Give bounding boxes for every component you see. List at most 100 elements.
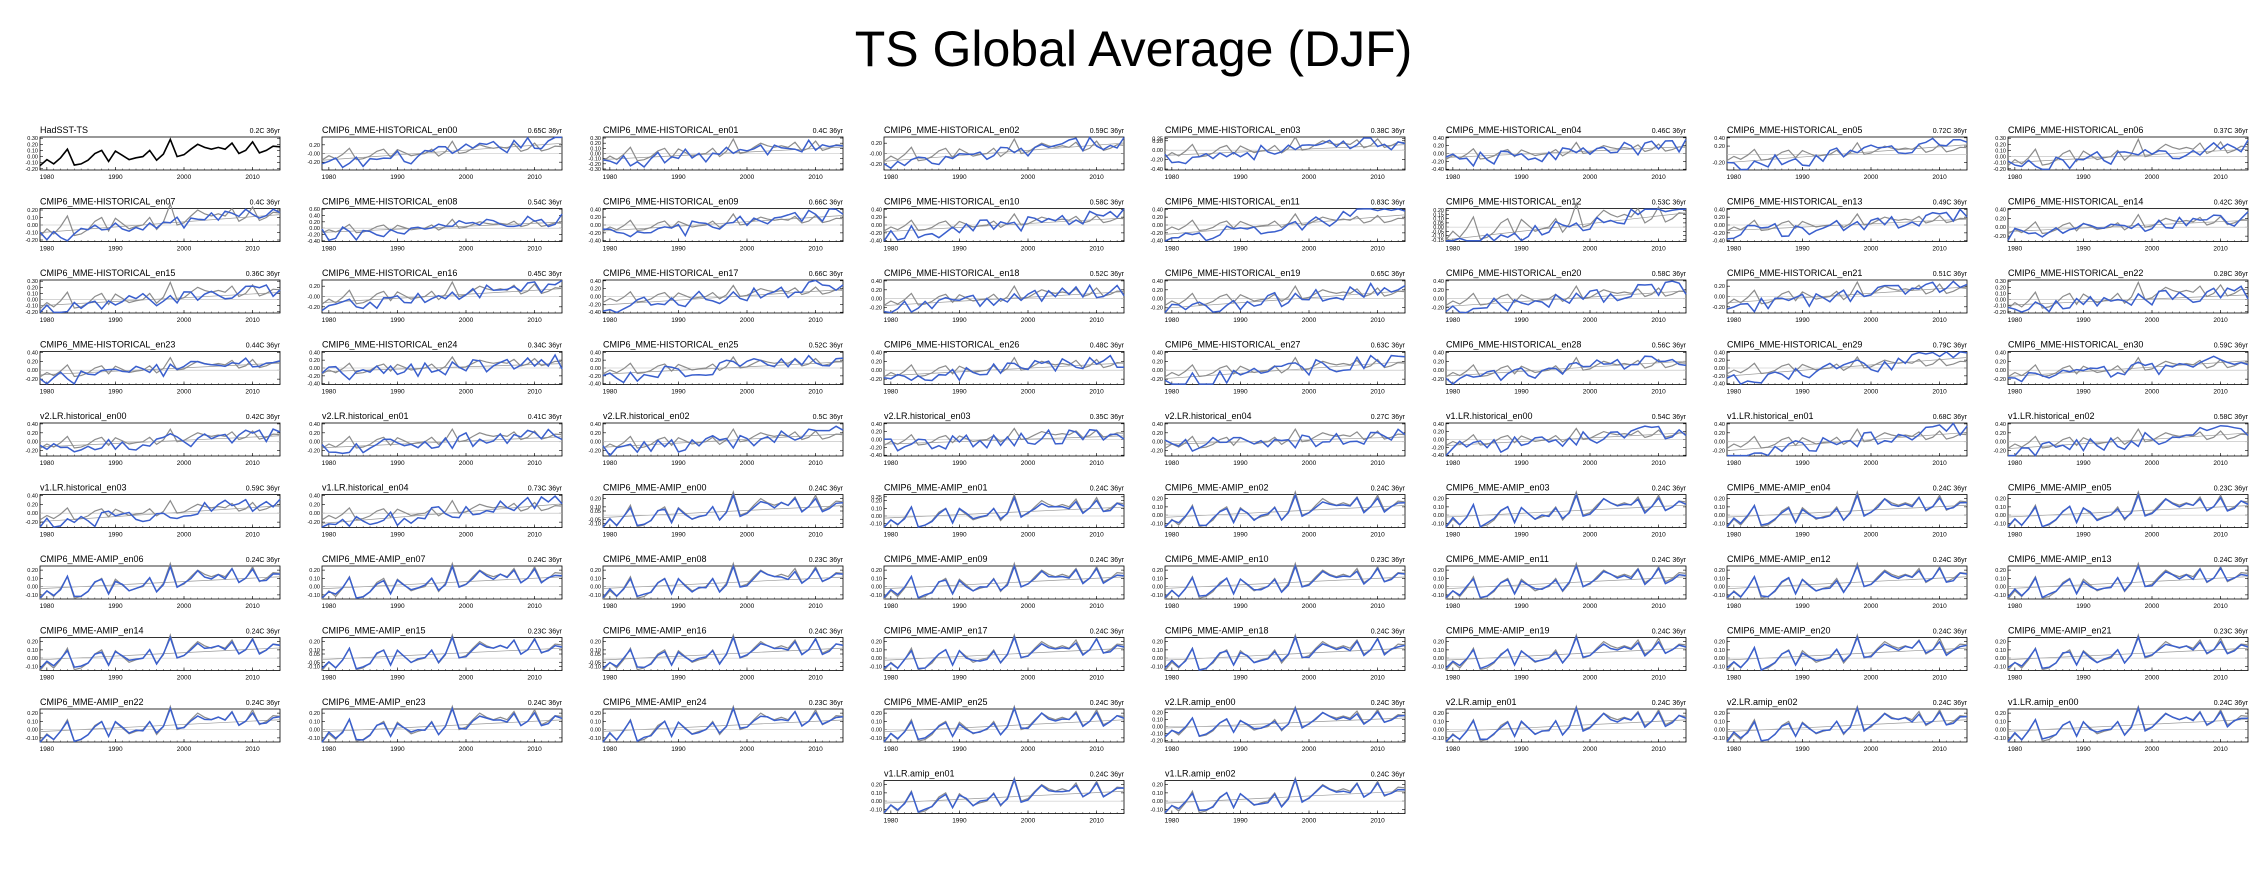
panel-title: CMIP6_MME-HISTORICAL_en26	[884, 340, 1019, 350]
panel-title: CMIP6_MME-HISTORICAL_en21	[1727, 268, 1862, 278]
x-tick-label: 1980	[1446, 460, 1461, 467]
model-line	[1164, 354, 1406, 385]
x-tick-label: 2010	[1651, 746, 1666, 753]
x-tick-label: 1990	[1795, 603, 1810, 610]
y-tick-label: 0.10	[1433, 217, 1444, 223]
y-tick-label: -0.20	[1431, 445, 1444, 451]
panel: v2.LR.historical_en00 0.42C 36yr 0.40 0.20 0…	[25, 411, 280, 467]
model-line	[1445, 564, 1687, 599]
x-tick-label: 2000	[1021, 460, 1036, 467]
x-tick-label: 1980	[40, 460, 55, 467]
x-tick-label: 1990	[1233, 675, 1248, 682]
y-tick-label: -0.20	[869, 377, 882, 383]
y-tick-label: 0.20	[1995, 711, 2006, 717]
panel: CMIP6_MME-HISTORICAL_en14 0.42C 36yr 0.40 0…	[1993, 197, 2248, 253]
x-tick-label: 2000	[740, 246, 755, 253]
x-tick-label: 2000	[1583, 317, 1598, 324]
y-tick-label: 0.00	[590, 366, 601, 372]
x-tick-label: 1980	[40, 174, 55, 181]
y-tick-label: 0.30	[27, 136, 38, 142]
panel-title: CMIP6_MME-AMIP_en02	[1165, 483, 1269, 493]
y-tick-label: 0.40	[1995, 207, 2006, 213]
x-tick-label: 2000	[459, 246, 474, 253]
y-tick-label: 0.10	[871, 719, 882, 725]
x-tick-label: 1980	[1727, 603, 1742, 610]
panel-trend: 0.24C 36yr	[1090, 700, 1125, 707]
panel-frame	[1726, 494, 1968, 528]
panel-frame	[39, 565, 281, 600]
panel-trend: 0.2C 36yr	[250, 128, 281, 135]
panel-title: CMIP6_MME-AMIP_en16	[603, 626, 707, 636]
y-tick-label: 0.20	[1714, 497, 1725, 503]
x-tick-label: 1980	[2008, 746, 2023, 753]
panel-trend: 0.24C 36yr	[1090, 629, 1125, 636]
panel: CMIP6_MME-AMIP_en19 0.24C 36yr 0.20 0.10 0.0…	[1431, 626, 1686, 682]
x-tick-label: 1990	[1514, 460, 1529, 467]
panel-title: CMIP6_MME-AMIP_en05	[2008, 483, 2112, 493]
model-line	[1164, 635, 1406, 671]
x-tick-label: 1980	[603, 389, 618, 396]
y-tick-label: 0.00	[871, 223, 882, 229]
panel-frame	[2007, 279, 2249, 314]
x-tick-label: 1990	[1233, 746, 1248, 753]
x-tick-label: 1990	[2076, 460, 2091, 467]
panel-frame	[321, 494, 563, 528]
y-tick-label: 0.20	[1995, 568, 2006, 574]
y-tick-label: 0.40	[1995, 350, 2006, 356]
x-tick-label: 2000	[1583, 746, 1598, 753]
x-tick-label: 2010	[1651, 317, 1666, 324]
panel-frame	[1164, 637, 1406, 671]
observed-line	[883, 633, 1125, 671]
panel-frame	[1445, 351, 1687, 385]
x-tick-label: 1980	[603, 675, 618, 682]
y-tick-label: 0.20	[309, 502, 320, 508]
x-tick-label: 2000	[177, 675, 192, 682]
y-tick-label: -0.05	[588, 517, 601, 523]
panel-title: CMIP6_MME-HISTORICAL_en06	[2008, 125, 2143, 135]
x-tick-label: 1990	[671, 675, 686, 682]
panel: CMIP6_MME-HISTORICAL_en04 0.46C 36yr 0.40 0…	[1431, 125, 1686, 181]
panel: HadSST-TS 0.2C 36yr 0.300.200.100.00-0.10-…	[25, 125, 280, 181]
y-tick-label: 0.05	[1433, 221, 1444, 227]
panel-trend: 0.24C 36yr	[1933, 486, 1968, 493]
x-tick-label: 2000	[2145, 603, 2160, 610]
y-tick-label: 0.10	[1433, 719, 1444, 725]
y-tick-label: 0.20	[1995, 431, 2006, 437]
y-tick-label: 0.00	[590, 223, 601, 229]
y-tick-label: -0.20	[1712, 449, 1725, 455]
observed-line	[2007, 490, 2249, 528]
x-tick-label: 2000	[177, 389, 192, 396]
y-tick-label: 0.10	[1714, 719, 1725, 725]
model-line	[883, 136, 1125, 170]
y-tick-label: 0.40	[27, 350, 38, 356]
x-tick-label: 2000	[1302, 532, 1317, 539]
y-tick-label: 0.10	[590, 505, 601, 511]
y-tick-label: -0.20	[588, 374, 601, 380]
x-tick-label: 2000	[459, 603, 474, 610]
panel: CMIP6_MME-HISTORICAL_en30 0.59C 36yr 0.40 0…	[1993, 340, 2248, 396]
y-tick-label: 0.00	[871, 656, 882, 662]
y-tick-label: 0.20	[1433, 288, 1444, 294]
observed-line	[39, 561, 281, 600]
x-tick-label: 1980	[884, 389, 899, 396]
y-tick-label: 0.10	[590, 146, 601, 152]
panel-frame	[1726, 565, 1968, 600]
observed-line	[39, 704, 281, 743]
y-tick-label: -0.10	[1993, 736, 2006, 742]
y-tick-label: 0.10	[1995, 576, 2006, 582]
x-tick-label: 2010	[527, 532, 542, 539]
y-tick-label: 0.00	[1433, 438, 1444, 444]
trend-line	[2007, 432, 2249, 449]
y-tick-label: 0.20	[871, 711, 882, 717]
panel-title: CMIP6_MME-HISTORICAL_en13	[1727, 197, 1862, 207]
panel-trend: 0.72C 36yr	[1933, 128, 1968, 135]
y-tick-label: -0.30	[588, 167, 601, 173]
x-tick-label: 1990	[1514, 746, 1529, 753]
x-tick-label: 1980	[2008, 603, 2023, 610]
y-tick-label: 0.00	[871, 514, 882, 520]
model-line	[1445, 355, 1687, 386]
x-tick-label: 1980	[884, 460, 899, 467]
panel: CMIP6_MME-AMIP_en20 0.24C 36yr 0.20 0.10 0.0…	[1712, 626, 1967, 682]
panel: CMIP6_MME-HISTORICAL_en15 0.36C 36yr0.300…	[25, 268, 280, 324]
y-tick-label: 0.20	[1714, 640, 1725, 646]
